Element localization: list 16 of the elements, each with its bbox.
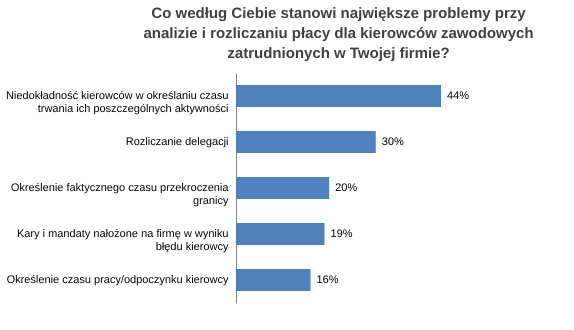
y-tick-label: Kary i mandaty nałożone na firmę w wyniku błędu kierowcy: [16, 228, 229, 253]
bar: [236, 269, 311, 291]
chart-title: Co według Ciebie stanowi największe problemy przy analizie i rozliczaniu płacy dla kierowców zawodowych zatrudnionych w Twojej firmie?: [143, 5, 534, 62]
bar: [236, 223, 325, 245]
bar: [236, 131, 376, 153]
data-label: 30%: [382, 136, 404, 148]
y-tick-label: Niedokładność kierowców w określaniu czasu trwania ich poszczególnych aktywności: [6, 90, 228, 115]
y-tick-label: Określenie czasu pracy/odpoczynku kierowcy: [6, 274, 229, 286]
data-label: 20%: [335, 182, 358, 194]
y-tick-label: Rozliczanie delegacji: [126, 136, 228, 148]
data-label: 44%: [447, 90, 470, 102]
bar: [236, 85, 441, 107]
bar: [236, 177, 330, 199]
y-tick-label: Określenie faktycznego czasu przekroczenia granicy: [10, 182, 230, 207]
data-label: 16%: [316, 274, 339, 286]
data-label: 19%: [330, 228, 353, 240]
